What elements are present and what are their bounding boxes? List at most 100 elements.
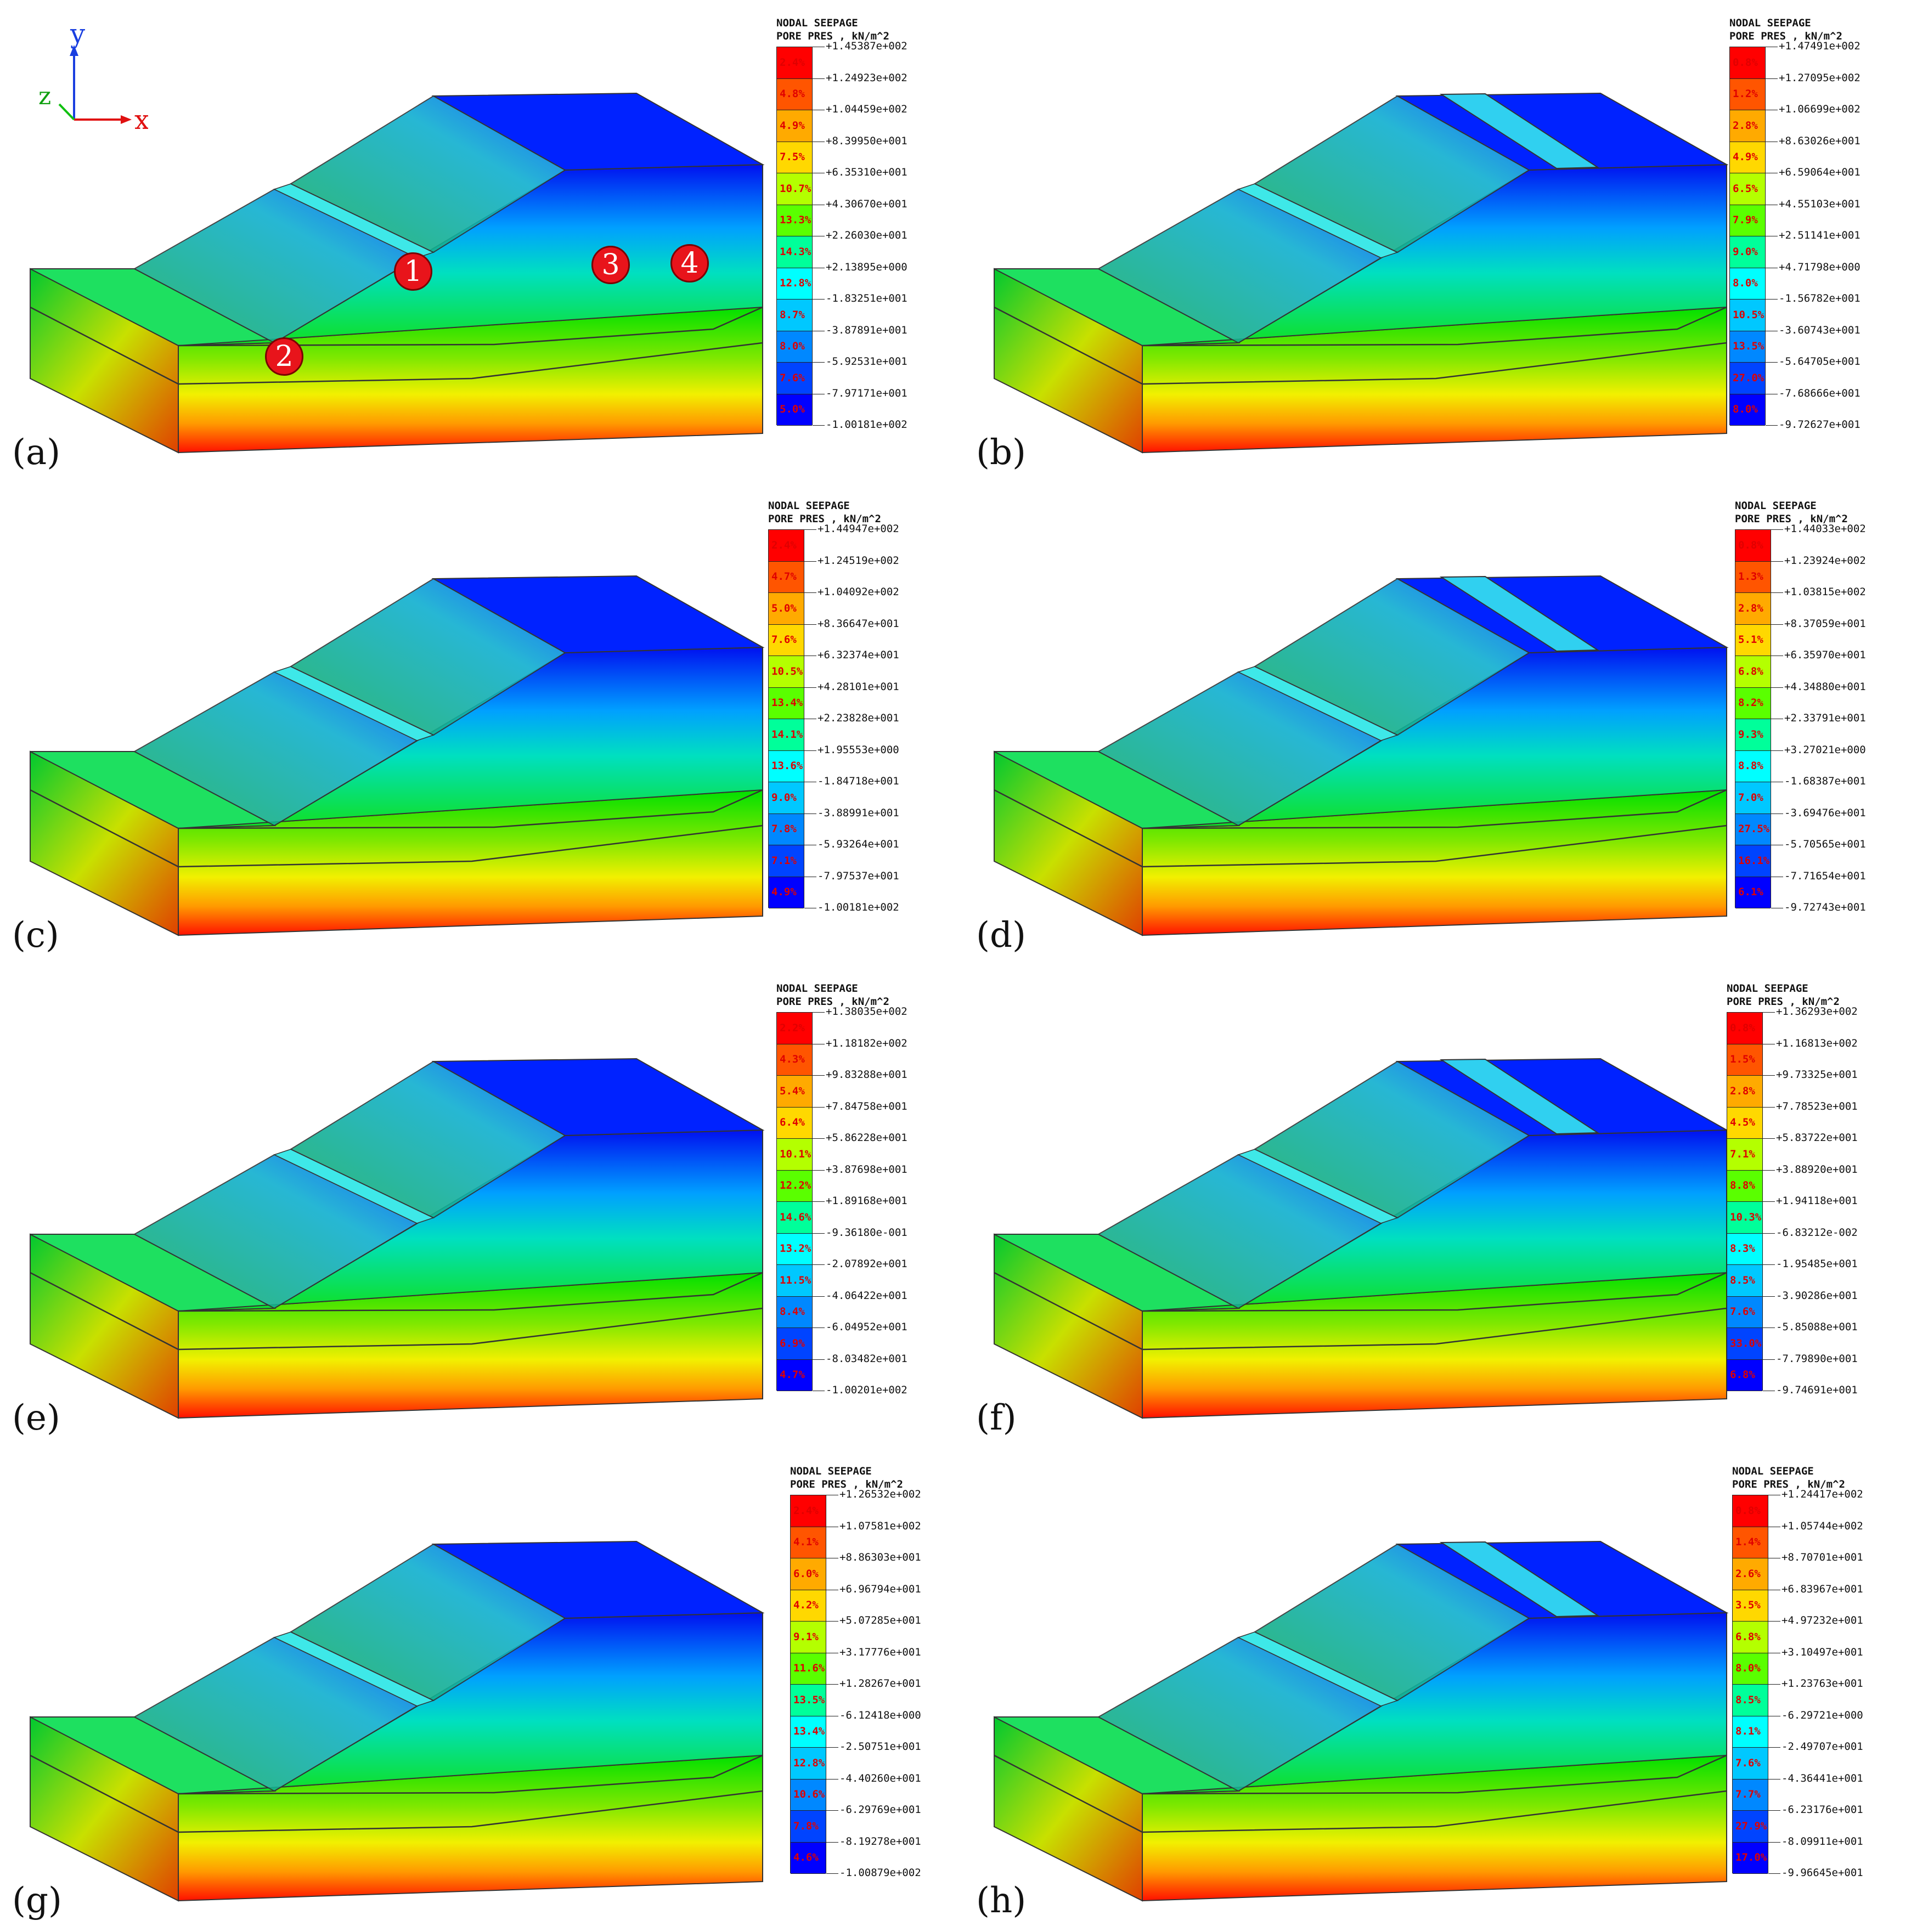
legend-band (777, 300, 812, 331)
legend-band (777, 205, 812, 236)
legend-value: +8.63026e+001 (1779, 134, 1861, 147)
legend-band (791, 1495, 826, 1527)
legend-percent: 2.4% (780, 56, 805, 69)
legend-tick (1768, 1684, 1780, 1685)
legend-percent: 4.1% (793, 1536, 819, 1549)
legend-value: +1.26532e+002 (839, 1488, 921, 1500)
point-marker-3: 3 (591, 246, 630, 284)
legend-value: -5.85088e+001 (1776, 1321, 1858, 1333)
legend-value: -3.69476e+001 (1784, 806, 1866, 819)
legend-percent: 10.5% (1733, 308, 1764, 321)
legend-percent: 16.1% (1738, 854, 1770, 867)
strata-boundary (30, 789, 763, 868)
legend-percent: 8.1% (1735, 1725, 1761, 1738)
legend-band (777, 331, 812, 363)
legend-value: -9.96645e+001 (1782, 1867, 1863, 1879)
legend-band (769, 656, 804, 688)
legend-value: -1.00181e+002 (818, 901, 899, 913)
legend-value: -5.70565e+001 (1784, 838, 1866, 850)
legend-value: +5.86228e+001 (826, 1132, 907, 1144)
panel-d: NODAL SEEPAGE PORE PRES , kN/m^2 0.8% 1.3%… (964, 483, 1928, 965)
slope-crest (431, 92, 765, 171)
legend-percent: 2.6% (1735, 1567, 1761, 1580)
legend-percent: 6.1% (1738, 886, 1763, 899)
legend-band (1730, 78, 1765, 110)
legend-band (1735, 814, 1771, 845)
legend-band (1735, 782, 1771, 814)
legend-band (791, 1748, 826, 1780)
legend-value: +6.35310e+001 (826, 166, 907, 178)
legend-percent: 0.8% (1733, 56, 1758, 69)
legend-value: -1.00879e+002 (839, 1867, 921, 1879)
legend-title: NODAL SEEPAGE PORE PRES , kN/m^2 (1732, 1465, 1845, 1490)
legend-value: +2.26030e+001 (826, 229, 907, 241)
legend-band (1727, 1044, 1762, 1076)
legend-percent: 8.8% (1738, 760, 1763, 772)
legend-value: +1.94118e+001 (1776, 1195, 1858, 1207)
legend-title: NODAL SEEPAGE PORE PRES , kN/m^2 (776, 982, 889, 1008)
legend-percent: 7.5% (780, 151, 805, 163)
pore-pressure-legend: NODAL SEEPAGE PORE PRES , kN/m^2 0.8% 1.3%… (1735, 499, 1928, 927)
legend-value: +7.84758e+001 (826, 1100, 907, 1112)
legend-band (769, 593, 804, 625)
legend-value: -1.84718e+001 (818, 775, 899, 787)
legend-band (1730, 110, 1765, 142)
legend-band (777, 78, 812, 110)
legend-band (791, 1779, 826, 1811)
legend-band (1730, 331, 1765, 363)
legend-value: -6.04952e+001 (826, 1321, 907, 1333)
strata-boundary (178, 789, 763, 829)
legend-percent: 4.3% (780, 1053, 805, 1066)
legend-value: +6.59064e+001 (1779, 166, 1861, 178)
legend-value: +1.03815e+002 (1784, 586, 1866, 598)
legend-value: +8.36647e+001 (818, 617, 899, 630)
legend-value: -6.12418e+000 (839, 1709, 921, 1721)
legend-tick (813, 1012, 825, 1013)
legend-percent: 2.8% (1730, 1084, 1755, 1097)
legend-value: -1.00201e+002 (826, 1384, 907, 1396)
panel-h: NODAL SEEPAGE PORE PRES , kN/m^2 0.8% 1.4%… (964, 1448, 1928, 1931)
legend-percent: 17.0% (1735, 1851, 1767, 1864)
legend-value: +3.10497e+001 (1782, 1646, 1863, 1658)
legend-tick (826, 1841, 838, 1843)
strata-boundary (178, 1754, 763, 1795)
legend-tick (1763, 1075, 1775, 1076)
legend-value: -3.90286e+001 (1776, 1289, 1858, 1302)
legend-value: +1.24923e+002 (826, 71, 907, 84)
legend-band (1727, 1328, 1762, 1360)
legend-percent: 6.5% (1733, 182, 1758, 195)
legend-color-bar (768, 529, 804, 908)
legend-band (1733, 1495, 1768, 1527)
legend-value: +1.18182e+002 (826, 1037, 907, 1049)
legend-value: +7.78523e+001 (1776, 1100, 1858, 1112)
legend-value: -7.97171e+001 (826, 387, 907, 399)
legend-tick (813, 78, 825, 79)
legend-tick (1771, 750, 1783, 751)
legend-tick (1771, 529, 1783, 530)
panel-label: (a) (12, 432, 61, 473)
panel-g: NODAL SEEPAGE PORE PRES , kN/m^2 2.4% 4.1%… (0, 1448, 964, 1931)
legend-value: +3.87698e+001 (826, 1163, 907, 1176)
drainage-trench (1439, 93, 1600, 170)
pore-pressure-legend: NODAL SEEPAGE PORE PRES , kN/m^2 0.8% 1.5%… (1727, 982, 1924, 1410)
legend-value: -2.49707e+001 (1782, 1741, 1863, 1753)
legend-tick (804, 624, 816, 625)
legend-band (769, 814, 804, 845)
legend-percent: 6.8% (1730, 1369, 1755, 1381)
legend-band (1727, 1076, 1762, 1108)
legend-value: +6.83967e+001 (1782, 1583, 1863, 1595)
legend-percent: 4.7% (780, 1369, 805, 1381)
legend-band (1730, 47, 1765, 79)
legend-value: +4.34880e+001 (1784, 680, 1866, 693)
legend-value: -9.72627e+001 (1779, 419, 1861, 431)
legend-band (1730, 300, 1765, 331)
legend-band (1735, 530, 1771, 562)
legend-percent: 9.3% (1738, 728, 1763, 741)
legend-tick (804, 529, 816, 530)
legend-value: -9.36180e-001 (826, 1226, 907, 1239)
panel-c: NODAL SEEPAGE PORE PRES , kN/m^2 2.4% 4.7%… (0, 483, 964, 965)
legend-value: -6.83212e-002 (1776, 1226, 1858, 1239)
slope-model (994, 92, 1729, 454)
strata-boundary (178, 1272, 763, 1312)
legend-value: -2.50751e+001 (839, 1741, 921, 1753)
